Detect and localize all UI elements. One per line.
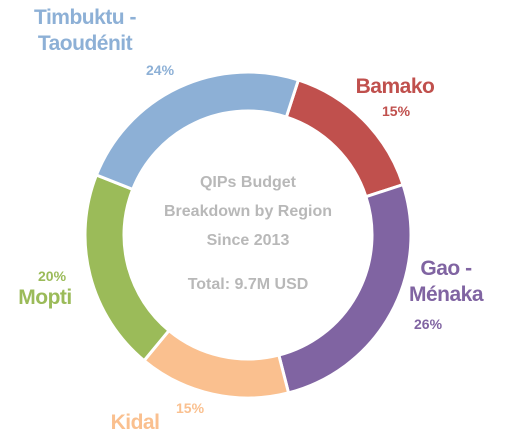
value-label: 15% bbox=[382, 103, 411, 119]
value-label: 20% bbox=[38, 268, 67, 284]
value-label: 26% bbox=[414, 316, 443, 332]
center-total: Total: 9.7M USD bbox=[188, 276, 309, 293]
slice-label: Gao - Ménaka bbox=[408, 257, 484, 306]
center-title: Breakdown by Region bbox=[164, 203, 332, 220]
donut-slice bbox=[83, 173, 172, 363]
donut-slice bbox=[94, 70, 301, 192]
center-title: Since 2013 bbox=[207, 232, 290, 249]
value-label: 15% bbox=[176, 400, 205, 416]
donut-slice bbox=[141, 328, 291, 400]
value-label: 24% bbox=[146, 62, 175, 78]
center-title: QIPs Budget bbox=[200, 174, 297, 191]
slice-label: Mopti bbox=[18, 286, 72, 309]
slice-label: Kidal bbox=[110, 411, 160, 434]
slice-label: Bamako bbox=[355, 75, 435, 98]
slice-label: Timbuktu - Taoudénit bbox=[34, 6, 136, 55]
